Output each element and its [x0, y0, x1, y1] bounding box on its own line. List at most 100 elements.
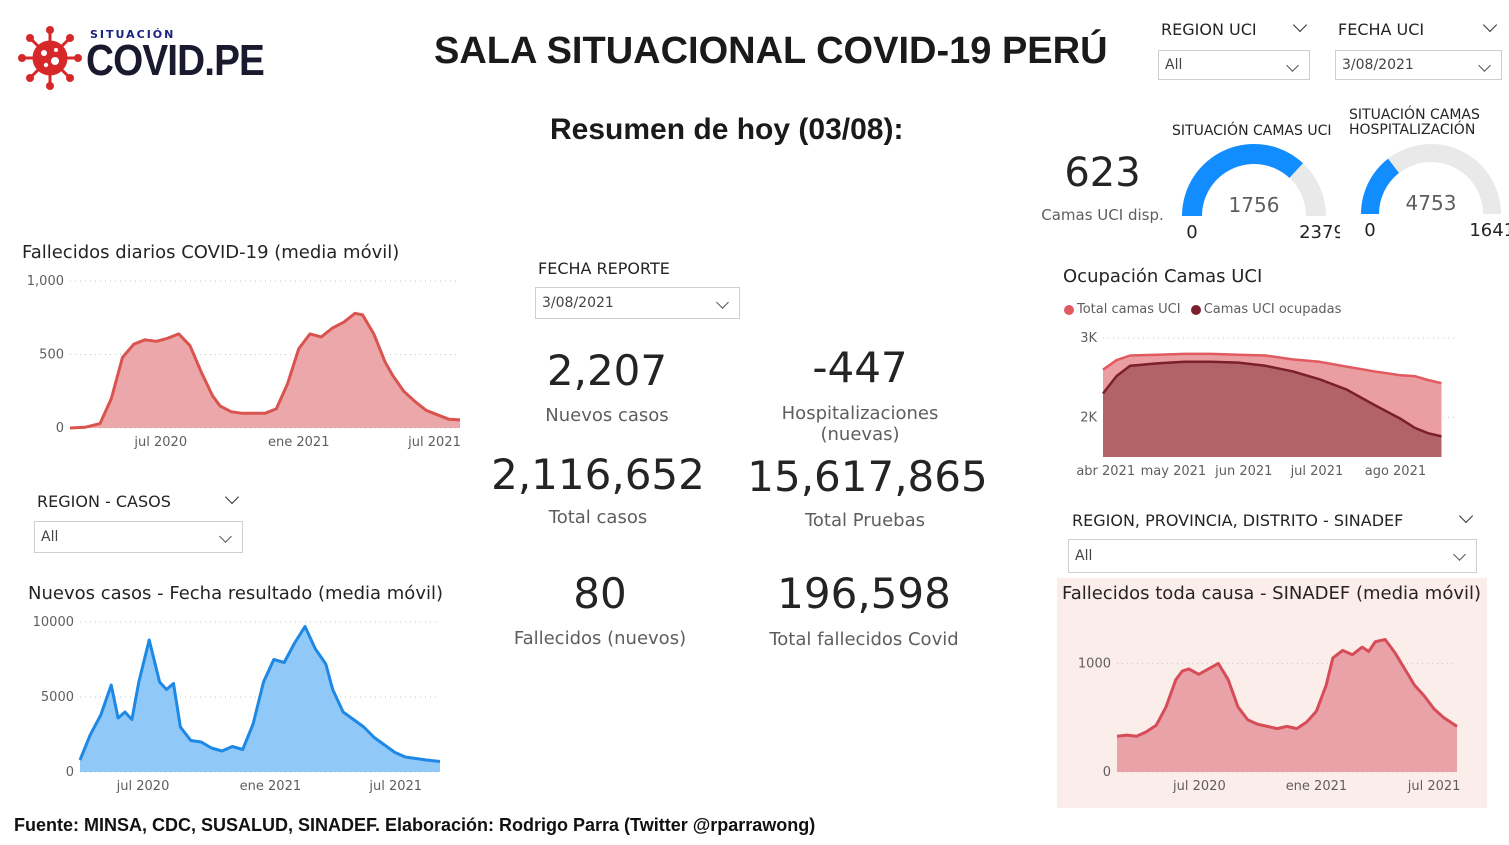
x-tick-label: jul 2021	[407, 435, 461, 450]
region-sinadef-dropdown[interactable]: All	[1068, 539, 1477, 573]
sinadef-chart-title: Fallecidos toda causa - SINADEF (media m…	[1062, 583, 1482, 604]
fecha-uci-value: 3/08/2021	[1342, 57, 1414, 73]
fecha-reporte-dropdown[interactable]: 3/08/2021	[535, 287, 740, 319]
uci-occupancy-chart: 2K 3K abr 2021 may 2021 jun 2021 jul 2021 ago …	[1076, 331, 1455, 479]
chevron-down-icon[interactable]	[1482, 17, 1498, 33]
y-tick-label: 0	[1103, 765, 1111, 780]
x-tick-label: jul 2021	[368, 779, 422, 794]
fallecidos-chart-title: Fallecidos diarios COVID-19 (media móvil…	[22, 242, 400, 263]
logo-small-text: SITUACIÓN	[90, 28, 176, 41]
total-casos-label: Total casos	[548, 507, 648, 528]
fallecidos-label: Fallecidos (nuevos)	[513, 628, 687, 649]
y-tick-label: 3K	[1080, 331, 1097, 346]
footer-source: Fuente: MINSA, CDC, SUSALUD, SINADEF. El…	[14, 815, 816, 835]
region-uci-dropdown[interactable]: All	[1158, 50, 1310, 80]
region-casos-dropdown[interactable]: All	[34, 521, 243, 553]
gauge-uci: 1756 0 2379	[1182, 143, 1340, 243]
camas-uci-value: 623	[1064, 150, 1141, 196]
chevron-down-icon	[1453, 548, 1466, 561]
gauge-uci-title: SITUACIÓN CAMAS UCI	[1172, 123, 1332, 139]
chevron-down-icon[interactable]	[224, 489, 240, 505]
x-tick-label: ene 2021	[268, 435, 329, 450]
uci-chart-title: Ocupación Camas UCI	[1063, 266, 1263, 287]
region-casos-label: REGION - CASOS	[37, 492, 171, 511]
fecha-reporte-label: FECHA REPORTE	[538, 259, 670, 278]
logo-big-text: COVID.PE	[86, 36, 265, 85]
fallecidos-chart: 0 500 1,000 jul 2020 ene 2021 jul 2021	[27, 274, 461, 450]
region-casos-slicer[interactable]: REGION - CASOS All	[34, 489, 244, 553]
y-tick-label: 0	[66, 765, 74, 780]
fecha-reporte-slicer[interactable]: FECHA REPORTE 3/08/2021	[535, 257, 740, 319]
legend-total: Total camas UCI	[1077, 302, 1181, 317]
x-tick-label: jul 2020	[133, 435, 187, 450]
fallecidos-value: 80	[573, 569, 627, 618]
fecha-uci-dropdown[interactable]: 3/08/2021	[1335, 50, 1502, 80]
series-area	[70, 313, 460, 428]
gauge-uci-fill	[1182, 143, 1303, 216]
sinadef-chart: 0 1000 jul 2020 ene 2021 jul 2021	[1078, 638, 1461, 794]
chevron-down-icon[interactable]	[1458, 508, 1474, 524]
hospitalizaciones-value: -447	[812, 343, 908, 392]
y-tick-label: 500	[39, 348, 64, 363]
chevron-down-icon[interactable]	[1292, 17, 1308, 33]
x-tick-label: jul 2021	[1290, 464, 1344, 479]
series-area	[1103, 361, 1442, 457]
gauge-uci-max: 2379	[1299, 222, 1340, 243]
chevron-down-icon	[716, 296, 729, 309]
hospitalizaciones-label: Hospitalizaciones (nuevas)	[781, 403, 939, 445]
series-line	[69, 311, 461, 430]
series-line	[78, 625, 441, 763]
y-tick-label: 1,000	[27, 274, 64, 289]
region-sinadef-value: All	[1075, 548, 1093, 564]
fecha-uci-slicer[interactable]: FECHA UCI 3/08/2021	[1335, 17, 1502, 80]
total-fallecidos-value: 196,598	[777, 569, 951, 618]
summary-title: Resumen de hoy (03/08):	[550, 113, 904, 146]
gauge-hosp-title-line2: HOSPITALIZACIÓN	[1349, 122, 1476, 138]
y-tick-label: 10000	[33, 615, 74, 630]
x-tick-label: ene 2021	[240, 779, 301, 794]
y-tick-label: 0	[56, 421, 64, 436]
gauge-hosp: 4753 0 16419	[1361, 144, 1509, 241]
nuevos-casos-chart: 0 5000 10000 jul 2020 ene 2021 jul 2021	[33, 615, 441, 794]
x-tick-label: ago 2021	[1365, 464, 1426, 479]
legend-ocupadas: Camas UCI ocupadas	[1203, 302, 1342, 317]
region-sinadef-slicer[interactable]: REGION, PROVINCIA, DISTRITO - SINADEF Al…	[1068, 508, 1478, 573]
total-pruebas-value: 15,617,865	[747, 452, 988, 501]
series-line	[1102, 360, 1442, 438]
uci-chart-legend: Total camas UCI Camas UCI ocupadas	[1064, 302, 1341, 317]
total-casos-value: 2,116,652	[491, 450, 705, 499]
fecha-reporte-value: 3/08/2021	[542, 295, 614, 311]
region-uci-slicer[interactable]: REGION UCI All	[1158, 17, 1310, 80]
total-pruebas-label: Total Pruebas	[804, 510, 925, 531]
gauge-hosp-title: SITUACIÓN CAMAS HOSPITALIZACIÓN	[1349, 108, 1480, 138]
x-tick-label: abr 2021	[1076, 464, 1135, 479]
nuevos-casos-value: 2,207	[546, 346, 668, 395]
y-tick-label: 1000	[1078, 656, 1111, 671]
virus-icon	[18, 26, 82, 90]
total-fallecidos-label: Total fallecidos Covid	[769, 629, 959, 650]
nuevos-casos-label: Nuevos casos	[545, 405, 669, 426]
x-tick-label: jul 2021	[1407, 779, 1461, 794]
region-casos-value: All	[41, 529, 59, 545]
gauge-hosp-max: 16419	[1469, 220, 1509, 241]
region-uci-value: All	[1165, 57, 1183, 73]
y-tick-label: 5000	[41, 690, 74, 705]
legend-dot-ocupadas	[1190, 304, 1201, 315]
chevron-down-icon	[1478, 59, 1491, 72]
chevron-down-icon	[1286, 59, 1299, 72]
camas-uci-label: Camas UCI disp.	[1041, 206, 1164, 224]
series-line	[1116, 638, 1458, 738]
x-tick-label: ene 2021	[1286, 779, 1347, 794]
gauge-hosp-value: 4753	[1406, 191, 1457, 215]
gauge-hosp-track	[1361, 144, 1501, 214]
page-title: SALA SITUACIONAL COVID-19 PERÚ	[434, 30, 1108, 72]
x-tick-label: jul 2020	[1172, 779, 1226, 794]
gauge-hosp-title-line1: SITUACIÓN CAMAS	[1349, 107, 1480, 123]
gauge-hosp-fill	[1361, 158, 1400, 214]
x-tick-label: may 2021	[1141, 464, 1207, 479]
region-uci-label: REGION UCI	[1161, 20, 1257, 39]
region-sinadef-label: REGION, PROVINCIA, DISTRITO - SINADEF	[1072, 511, 1404, 530]
legend-dot-total	[1064, 304, 1074, 315]
x-tick-label: jun 2021	[1214, 464, 1272, 479]
gauge-hosp-min: 0	[1364, 220, 1375, 241]
